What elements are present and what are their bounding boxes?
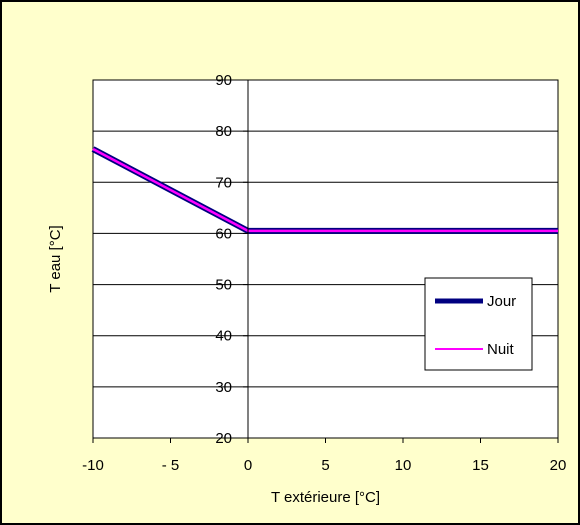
x-tick-label: 15 [472,457,489,474]
y-tick-label: 70 [215,174,232,191]
axes [92,79,559,443]
plot-area [92,79,559,439]
y-axis-title: T eau [°C] [47,225,64,292]
legend-label-jour: Jour [487,293,516,310]
y-tick-label: 90 [215,72,232,89]
y-tick-label: 50 [215,277,232,294]
y-tick-labels: 20 30 40 50 60 70 80 90 [215,72,232,447]
legend-box [424,277,533,371]
legend: Jour Nuit [424,277,533,371]
y-tick-label: 60 [215,225,232,242]
x-tick-label: 10 [395,457,412,474]
y-tick-label: 20 [215,430,232,447]
x-tick-label: -10 [82,457,104,474]
legend-label-nuit: Nuit [487,341,515,358]
x-axis-title: T extérieure [°C] [271,489,380,506]
y-tick-label: 40 [215,328,232,345]
y-tick-label: 80 [215,123,232,140]
x-tick-labels: -10 - 5 0 5 10 15 20 [82,457,566,474]
x-tick-label: 20 [550,457,567,474]
x-tick-label: - 5 [162,457,180,474]
y-tick-label: 30 [215,379,232,396]
x-tick-label: 5 [321,457,329,474]
x-tick-label: 0 [244,457,252,474]
